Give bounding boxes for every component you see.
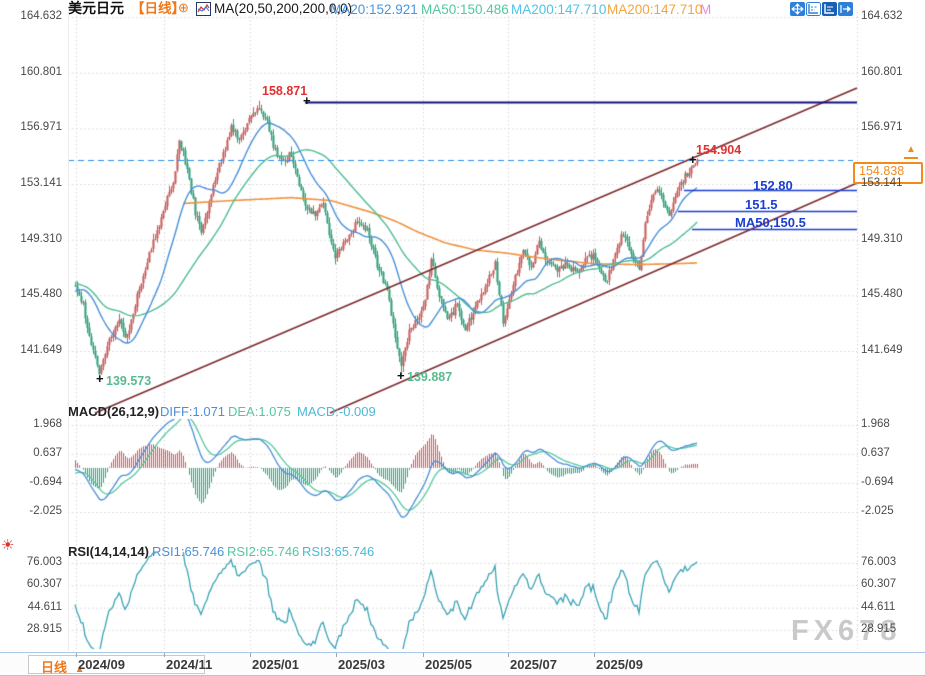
- date-label: 2024/11: [166, 657, 213, 672]
- price-axis-label: 160.801: [20, 65, 62, 78]
- ma-value-label: MA200:147.710: [607, 2, 703, 17]
- date-tick: [336, 653, 337, 657]
- ma-value-label: MA20:152.921: [330, 2, 418, 17]
- resistance-price-label: 158.871: [262, 84, 308, 98]
- price-axis-label: 145.480: [20, 288, 62, 301]
- support-label-2: 151.5: [745, 197, 778, 212]
- symbol-title: 美元日元: [68, 0, 124, 16]
- price-axis-label: 76.003: [26, 556, 62, 568]
- price-axis-label: 76.003: [861, 556, 897, 568]
- price-axis-label: 156.971: [20, 121, 62, 134]
- price-axis-label: 0.637: [33, 447, 62, 459]
- date-label: 2025/01: [252, 657, 299, 672]
- jump-to-latest-icon[interactable]: [838, 2, 853, 16]
- price-axis-label: 160.801: [861, 65, 903, 78]
- add-indicator-icon[interactable]: ⊕: [178, 0, 189, 15]
- price-axis-label: 60.307: [26, 578, 62, 591]
- ma-value-label: MA200:147.710: [511, 2, 607, 17]
- pan-icon[interactable]: [790, 2, 805, 16]
- support-label-1: 152.80: [753, 178, 793, 193]
- price-axis-label: 164.632: [20, 10, 62, 22]
- price-axis-label: -2.025: [29, 505, 62, 517]
- timeframe-label: 【日线】: [131, 1, 185, 16]
- timeframe-selector[interactable]: 日线 ▲: [28, 655, 205, 675]
- date-tick: [594, 653, 595, 657]
- rsi3-value: RSI3:65.746: [302, 544, 375, 559]
- rsi1-value: RSI1:65.746: [152, 544, 225, 559]
- price-axis-label: 164.632: [861, 10, 903, 22]
- date-tick: [508, 653, 509, 657]
- price-axis-label: 1.968: [861, 418, 890, 430]
- price-axis-label: 141.649: [861, 344, 903, 356]
- price-axis-label: 0.637: [861, 447, 890, 459]
- drawing-tool-icon[interactable]: ☀: [1, 537, 15, 554]
- macd-title: MACD(26,12,9): [68, 404, 160, 419]
- date-label: 2025/07: [510, 657, 557, 672]
- bottom-bar: 日线 ▲ 2024/09 2024/11 2025/01 2025/03 2025/05…: [0, 652, 925, 676]
- anchor-cross[interactable]: +: [397, 368, 405, 383]
- price-axis-label: 28.915: [861, 623, 897, 635]
- ma-value-label: MA50:150.486: [421, 2, 509, 17]
- price-axis-label: 153.141: [20, 177, 62, 189]
- rsi-title: RSI(14,14,14): [68, 544, 149, 559]
- price-axis-label: 44.611: [861, 600, 896, 613]
- auto-scale-x-icon[interactable]: [806, 2, 821, 16]
- support-label-3: MA50,150.5: [735, 215, 806, 230]
- session-high-label: 154.904: [696, 143, 742, 157]
- watermark: FX678: [791, 615, 902, 647]
- price-axis-label: 149.310: [861, 232, 903, 245]
- chart-type-icon[interactable]: [196, 2, 211, 21]
- macd-value: MACD:-0.009: [297, 404, 376, 419]
- macd-diff-value: DIFF:1.071: [160, 404, 226, 419]
- date-tick: [164, 653, 165, 657]
- price-axis-label: -2.025: [861, 505, 894, 517]
- plot-left-border: [68, 12, 69, 651]
- auto-scale-y-icon[interactable]: [822, 2, 837, 16]
- price-axis-label: 141.649: [20, 344, 62, 356]
- price-axis-label: -0.694: [861, 476, 894, 488]
- price-axis-label: -0.694: [29, 476, 62, 488]
- date-tick: [250, 653, 251, 657]
- current-price-box: 154.838: [853, 162, 923, 184]
- price-axis-label: 145.480: [861, 288, 903, 301]
- anchor-cross[interactable]: +: [303, 93, 311, 108]
- anchor-cross[interactable]: +: [689, 152, 697, 167]
- macd-dea-value: DEA:1.075: [228, 404, 291, 419]
- price-up-marker-icon: ▲: [904, 144, 918, 159]
- anchor-cross[interactable]: +: [96, 371, 104, 386]
- date-tick: [423, 653, 424, 657]
- low-label-2: 139.887: [407, 370, 453, 384]
- ma-settings-label: MA(20,50,200,200,0,0): [214, 1, 353, 16]
- date-label: 2024/09: [78, 657, 125, 672]
- price-axis-label: 28.915: [26, 623, 62, 635]
- chevron-up-icon: ▲: [74, 664, 85, 675]
- price-axis-label: 60.307: [861, 578, 897, 591]
- date-label: 2025/03: [338, 657, 385, 672]
- price-axis-label: 153.141: [861, 177, 903, 189]
- timeframe-value: 日线: [41, 660, 68, 675]
- date-tick: [76, 653, 77, 657]
- low-label-1: 139.573: [106, 374, 152, 388]
- price-axis-label: 156.971: [861, 121, 903, 134]
- price-axis-label: 149.310: [20, 232, 62, 245]
- date-label: 2025/09: [596, 657, 643, 672]
- date-label: 2025/05: [425, 657, 472, 672]
- rsi2-value: RSI2:65.746: [227, 544, 300, 559]
- price-axis-label: 1.968: [33, 418, 62, 430]
- price-axis-label: 44.611: [27, 600, 62, 613]
- ma-value-label: M: [700, 2, 712, 17]
